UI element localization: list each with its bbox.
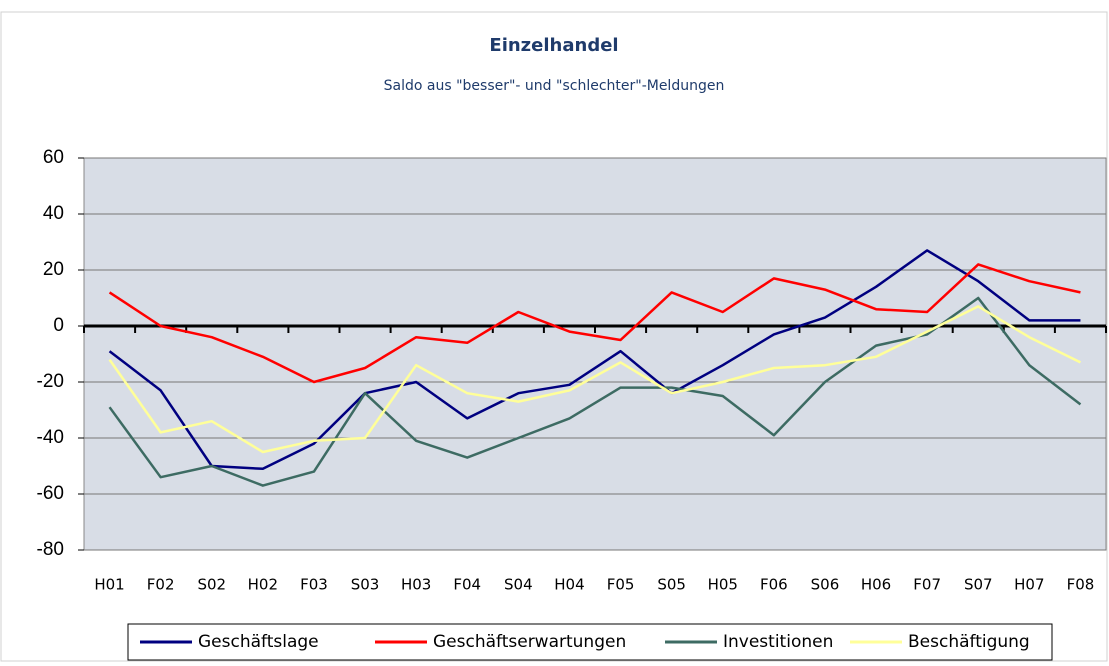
chart-subtitle: Saldo aus "besser"- und "schlechter"-Mel…: [384, 78, 725, 94]
series-line: [108, 249, 1081, 471]
x-tick-label: F05: [607, 576, 635, 594]
x-tick-label: H02: [248, 576, 278, 594]
series-line: [108, 305, 1082, 454]
legend-label: Geschäftslage: [198, 632, 319, 652]
x-tick-label: H03: [401, 576, 431, 594]
x-tick-label: H07: [1014, 576, 1044, 594]
y-tick-label: 20: [43, 259, 64, 280]
legend-box: [127, 623, 1053, 661]
x-tick-label: H04: [554, 576, 584, 594]
y-tick-label: -20: [37, 371, 64, 392]
y-tick-label: -40: [37, 427, 64, 448]
y-tick-label: 40: [43, 203, 64, 224]
chart-title: Einzelhandel: [489, 35, 618, 56]
plot-area: [83, 157, 1107, 551]
y-tick-label: -80: [37, 539, 64, 560]
x-tick-label: S02: [197, 576, 226, 594]
legend-label: Beschäftigung: [908, 632, 1030, 652]
x-tick-label: H05: [708, 576, 738, 594]
x-tick-label: H06: [861, 576, 891, 594]
x-tick-label: F04: [453, 576, 481, 594]
x-tick-label: S06: [811, 576, 840, 594]
x-tick-label: S05: [657, 576, 686, 594]
legend-label: Geschäftserwartungen: [433, 632, 626, 652]
y-tick-label: -60: [37, 483, 64, 504]
y-tick-label: 0: [53, 315, 64, 336]
x-tick-label: S04: [504, 576, 533, 594]
x-tick-label: F07: [913, 576, 941, 594]
legend-label: Investitionen: [723, 632, 833, 652]
y-tick-label: 60: [43, 147, 64, 168]
x-tick-label: S07: [964, 576, 993, 594]
x-tick-label: F06: [760, 576, 788, 594]
x-tick-label: H01: [94, 576, 124, 594]
series-line: [108, 263, 1081, 384]
x-tick-label: F08: [1067, 576, 1095, 594]
x-tick-label: F02: [147, 576, 175, 594]
x-tick-label: F03: [300, 576, 328, 594]
x-tick-label: S03: [351, 576, 380, 594]
